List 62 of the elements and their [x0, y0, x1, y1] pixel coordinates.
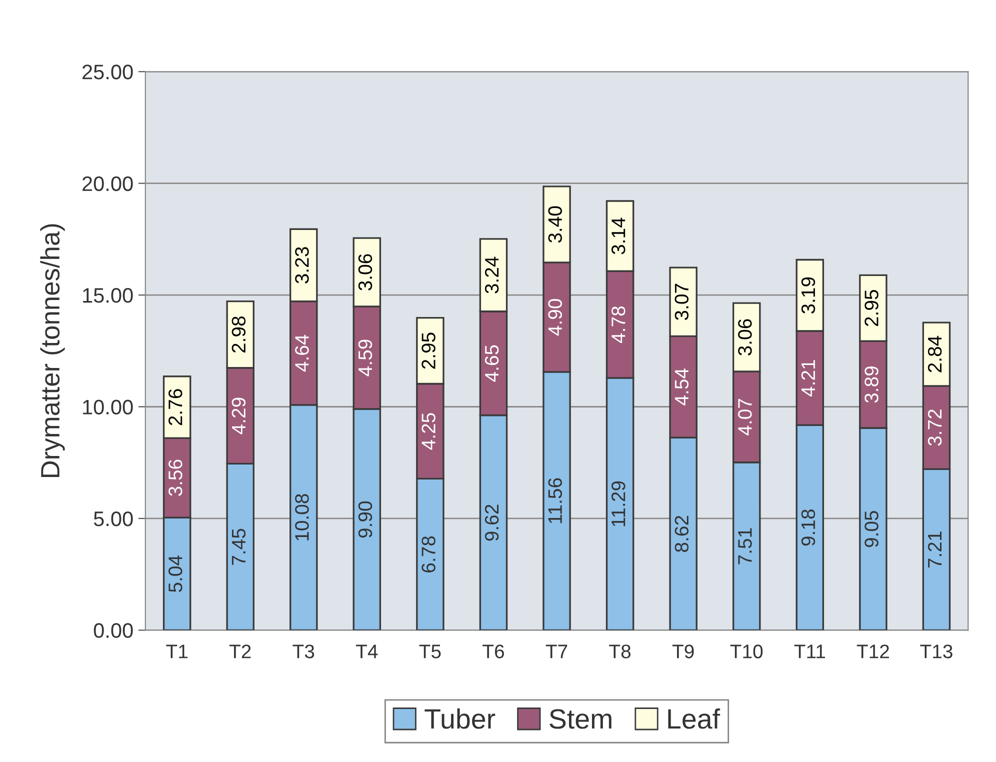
- data-label: 5.04: [168, 556, 182, 592]
- data-label: 9.18: [801, 510, 816, 546]
- data-label: 7.21: [928, 532, 942, 568]
- data-label: 4.07: [738, 398, 752, 436]
- legend-label: Tuber: [424, 708, 496, 729]
- x-tick-label: T3: [292, 644, 314, 658]
- data-label: 11.56: [548, 478, 562, 524]
- data-label: 3.06: [738, 319, 752, 356]
- data-label: 2.95: [864, 290, 878, 326]
- data-label: 10.08: [295, 494, 309, 540]
- data-label: 4.21: [801, 360, 815, 397]
- data-label: 2.98: [232, 316, 246, 353]
- y-tick-label: 0.00: [94, 623, 133, 638]
- y-axis-title: Drymatter (tonnes/ha): [40, 224, 65, 478]
- data-label: 4.64: [295, 334, 309, 372]
- y-tick-label: 25.00: [82, 64, 133, 80]
- data-label: 4.78: [612, 306, 626, 344]
- y-tick-label: 5.00: [94, 511, 133, 526]
- data-label: 3.23: [295, 247, 309, 284]
- y-tick-label: 10.00: [83, 400, 133, 415]
- data-label: 4.59: [358, 340, 372, 376]
- data-label: 3.89: [864, 366, 878, 403]
- x-tick-label: T13: [920, 644, 952, 658]
- y-tick-label: 15.00: [83, 288, 133, 303]
- data-label: 3.14: [612, 218, 626, 254]
- x-tick-label: T10: [730, 644, 763, 658]
- x-tick-label: T11: [794, 644, 825, 658]
- data-label: 9.05: [864, 510, 878, 548]
- data-label: 3.72: [928, 410, 942, 446]
- x-tick-label: T6: [482, 644, 504, 658]
- data-label: 2.76: [168, 389, 182, 426]
- x-tick-label: T9: [672, 644, 694, 658]
- data-label: 3.24: [484, 256, 499, 294]
- legend-label: Leaf: [668, 708, 720, 729]
- x-tick-label: T1: [166, 644, 188, 658]
- data-label: 3.40: [548, 206, 562, 243]
- data-label: 3.06: [358, 254, 372, 290]
- x-tick-label: T8: [609, 644, 631, 658]
- data-label: 7.51: [738, 528, 752, 564]
- data-label: 9.62: [484, 504, 499, 541]
- legend-label: Stem: [550, 709, 612, 729]
- data-label: 4.65: [484, 345, 499, 382]
- data-label: 7.45: [232, 528, 246, 565]
- data-label: 4.54: [674, 368, 689, 406]
- data-label: 9.90: [358, 501, 372, 538]
- data-label: 3.56: [168, 460, 182, 496]
- data-label: 2.84: [928, 336, 942, 372]
- data-label: 8.62: [674, 516, 689, 552]
- data-label: 4.29: [232, 398, 246, 434]
- x-tick-label: T5: [419, 644, 441, 658]
- data-label: 4.90: [548, 299, 562, 336]
- x-tick-label: T7: [546, 644, 568, 658]
- data-label: 4.25: [422, 413, 436, 450]
- data-label: 3.07: [674, 284, 689, 320]
- y-tick-label: 20.00: [82, 176, 133, 192]
- x-tick-label: T2: [229, 644, 251, 658]
- x-tick-label: T12: [856, 644, 889, 658]
- data-label: 11.29: [612, 481, 626, 526]
- x-tick-label: T4: [356, 644, 378, 658]
- data-label: 3.19: [801, 277, 816, 314]
- data-label: 6.78: [422, 536, 436, 572]
- data-label: 2.95: [422, 332, 436, 369]
